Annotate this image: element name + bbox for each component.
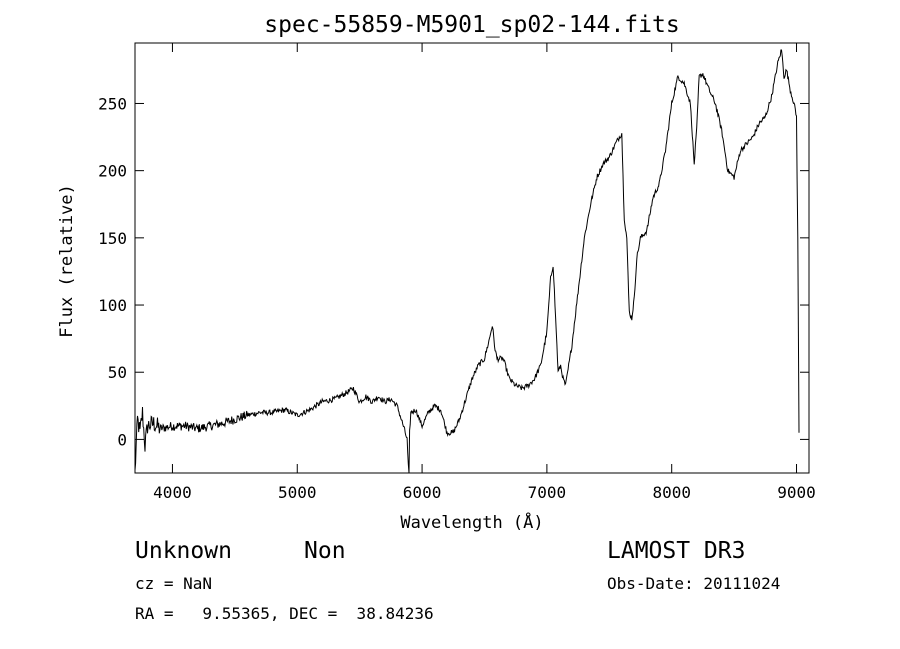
- spectrum-line: [134, 49, 800, 474]
- x-tick-label: 6000: [403, 483, 442, 502]
- y-tick-label: 0: [117, 430, 127, 449]
- object-subclass: Non: [304, 538, 346, 564]
- plot-frame: [134, 42, 810, 474]
- y-tick-label: 100: [98, 296, 127, 315]
- x-tick-label: 5000: [278, 483, 317, 502]
- x-axis-ticks: 4000 5000 6000 7000 8000 9000: [153, 43, 816, 502]
- x-tick-label: 8000: [652, 483, 691, 502]
- spectrum-chart: spec-55859-M5901_sp02-144.fits Wavelengt…: [57, 12, 816, 533]
- y-tick-label: 250: [98, 94, 127, 113]
- redshift-cz: cz = NaN: [135, 574, 213, 593]
- obs-date: Obs-Date: 20111024: [607, 574, 781, 593]
- x-tick-label: 4000: [153, 483, 192, 502]
- x-axis-label: Wavelength (Å): [400, 511, 543, 533]
- y-axis-label: Flux (relative): [57, 184, 77, 338]
- x-tick-label: 9000: [777, 483, 816, 502]
- ra-dec-coordinates: RA = 9.55365, DEC = 38.84236: [135, 604, 434, 623]
- survey-name: LAMOST DR3: [607, 538, 746, 564]
- y-axis-ticks: 0 50 100 150 200 250: [98, 94, 809, 449]
- y-tick-label: 50: [108, 363, 127, 382]
- x-tick-label: 7000: [528, 483, 567, 502]
- chart-title: spec-55859-M5901_sp02-144.fits: [264, 12, 679, 38]
- y-tick-label: 200: [98, 162, 127, 181]
- y-tick-label: 150: [98, 229, 127, 248]
- object-class: Unknown: [135, 538, 232, 564]
